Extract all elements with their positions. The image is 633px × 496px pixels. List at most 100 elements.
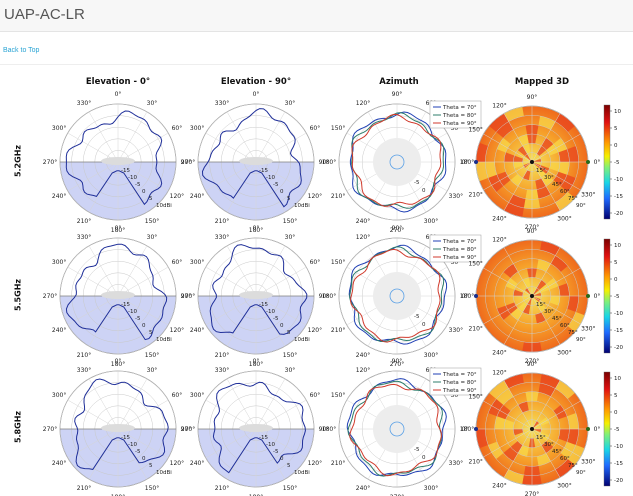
heatmap-cell	[560, 441, 576, 459]
heatmap-cell	[518, 134, 529, 146]
angle-label: 240°	[52, 193, 66, 200]
heatmap-cell	[489, 113, 509, 132]
heatmap-cell	[532, 292, 542, 296]
legend-label: Theta = 70°	[442, 372, 477, 378]
angle-label: 150°	[331, 259, 345, 266]
angle-label: 0°	[594, 293, 601, 300]
angle-label: 300°	[190, 125, 204, 132]
device-silhouette	[373, 272, 421, 320]
heatmap-cell	[538, 116, 556, 130]
grid-spoke	[255, 428, 286, 480]
azimuth-trace-1	[348, 244, 448, 345]
heatmap-cell	[567, 296, 579, 312]
angle-label: 210°	[215, 218, 229, 225]
angle-label: 150°	[283, 218, 297, 225]
colorbar-tick-label: -5	[614, 427, 620, 433]
angle-label: 90°	[392, 91, 403, 98]
radial-label: 0	[280, 189, 284, 195]
angle-label: 120°	[492, 370, 506, 377]
grid-spoke	[226, 295, 257, 347]
heatmap-cell	[485, 162, 497, 178]
angle-label: 120°	[492, 103, 506, 110]
angle-label: 180°	[322, 426, 336, 433]
grid-spoke	[117, 245, 148, 297]
device-silhouette	[101, 424, 135, 432]
device-logo-ring	[389, 154, 405, 170]
grid-spoke	[503, 295, 533, 345]
grid-spoke	[117, 399, 169, 430]
colorbar-tick-label: -5	[614, 160, 620, 166]
angle-label: 270°	[43, 426, 57, 433]
antenna-pattern-panel: Elevation - 0° Elevation - 90° Azimuth M…	[0, 64, 633, 496]
angle-label: 150°	[331, 392, 345, 399]
radial-label: -5	[273, 182, 279, 188]
heatmap-cell	[567, 429, 579, 445]
angle-label: 210°	[215, 352, 229, 359]
angle-label: 90°	[319, 293, 330, 300]
grid-spoke	[255, 295, 307, 326]
colorbar-tick-label: -15	[614, 328, 623, 334]
heatmap-cell	[504, 106, 524, 122]
radial-label: -15	[121, 168, 130, 174]
heatmap-cell	[546, 144, 559, 156]
heatmap-cell	[488, 399, 504, 417]
heatmap-cell	[538, 383, 556, 397]
heatmap-cell	[536, 145, 547, 156]
azimuth-trace-3	[349, 383, 442, 477]
angle-label: 300°	[52, 259, 66, 266]
heatmap-cell	[517, 302, 528, 313]
colorbar-tick-label: 5	[614, 393, 618, 399]
header-bar: UAP-AC-LR	[0, 0, 633, 32]
radial-label: -15	[121, 302, 130, 308]
device-logo-ring	[389, 421, 405, 437]
legend-label: Theta = 70°	[442, 239, 477, 245]
pattern-trace	[201, 108, 302, 208]
colorbar-tick-label: 5	[614, 260, 618, 266]
angle-label: 0°	[115, 358, 122, 365]
azimuth-trace-1	[349, 111, 447, 213]
back-to-top-link[interactable]: Back to Top	[3, 47, 40, 54]
heatmap-cell	[567, 413, 579, 429]
angle-label: 270°	[43, 293, 57, 300]
grid-spoke	[88, 378, 119, 430]
column-title-elevation-0: Elevation - 0°	[85, 77, 151, 87]
angle-label: 90°	[392, 358, 403, 365]
angle-label: 180°	[460, 159, 474, 166]
heatmap-cell	[522, 296, 532, 300]
angle-label: 60°	[172, 392, 183, 399]
angle-label: 150°	[468, 261, 482, 268]
angle-label: 180°	[111, 227, 125, 234]
angle-label: 300°	[557, 349, 571, 356]
radial-label: 90°	[576, 337, 586, 343]
radial-label: -5	[414, 447, 420, 453]
angle-label: 120°	[308, 327, 322, 334]
angle-label: 150°	[331, 125, 345, 132]
grid-spoke	[531, 428, 561, 478]
legend-label: Theta = 70°	[442, 105, 477, 111]
radial-label: -15	[259, 302, 268, 308]
angle-label: 330°	[215, 100, 229, 107]
radial-label: 10dBi	[294, 203, 310, 209]
grid-spoke	[67, 161, 119, 192]
grid-spoke	[483, 428, 533, 458]
heatmap-cell	[504, 152, 515, 162]
radial-label: 5	[287, 196, 291, 202]
angle-label: 210°	[331, 193, 345, 200]
angle-label: 240°	[190, 460, 204, 467]
radial-label: 45°	[552, 449, 562, 455]
heatmap-cell	[550, 255, 568, 272]
radial-label: 5	[287, 330, 291, 336]
pattern-trace	[65, 243, 168, 341]
column-title-elevation-90: Elevation - 90°	[220, 77, 292, 87]
radial-label: 0	[280, 323, 284, 329]
radial-label: -10	[266, 442, 275, 448]
radial-label: 0	[422, 322, 426, 328]
radial-label: -15	[259, 168, 268, 174]
heatmap-cell	[504, 202, 524, 218]
angle-label: 330°	[449, 193, 463, 200]
angle-label: 30°	[451, 125, 462, 132]
radial-label: -5	[414, 180, 420, 186]
radial-label: -5	[135, 316, 141, 322]
heatmap-cell	[536, 168, 547, 179]
angle-label: 210°	[468, 459, 482, 466]
